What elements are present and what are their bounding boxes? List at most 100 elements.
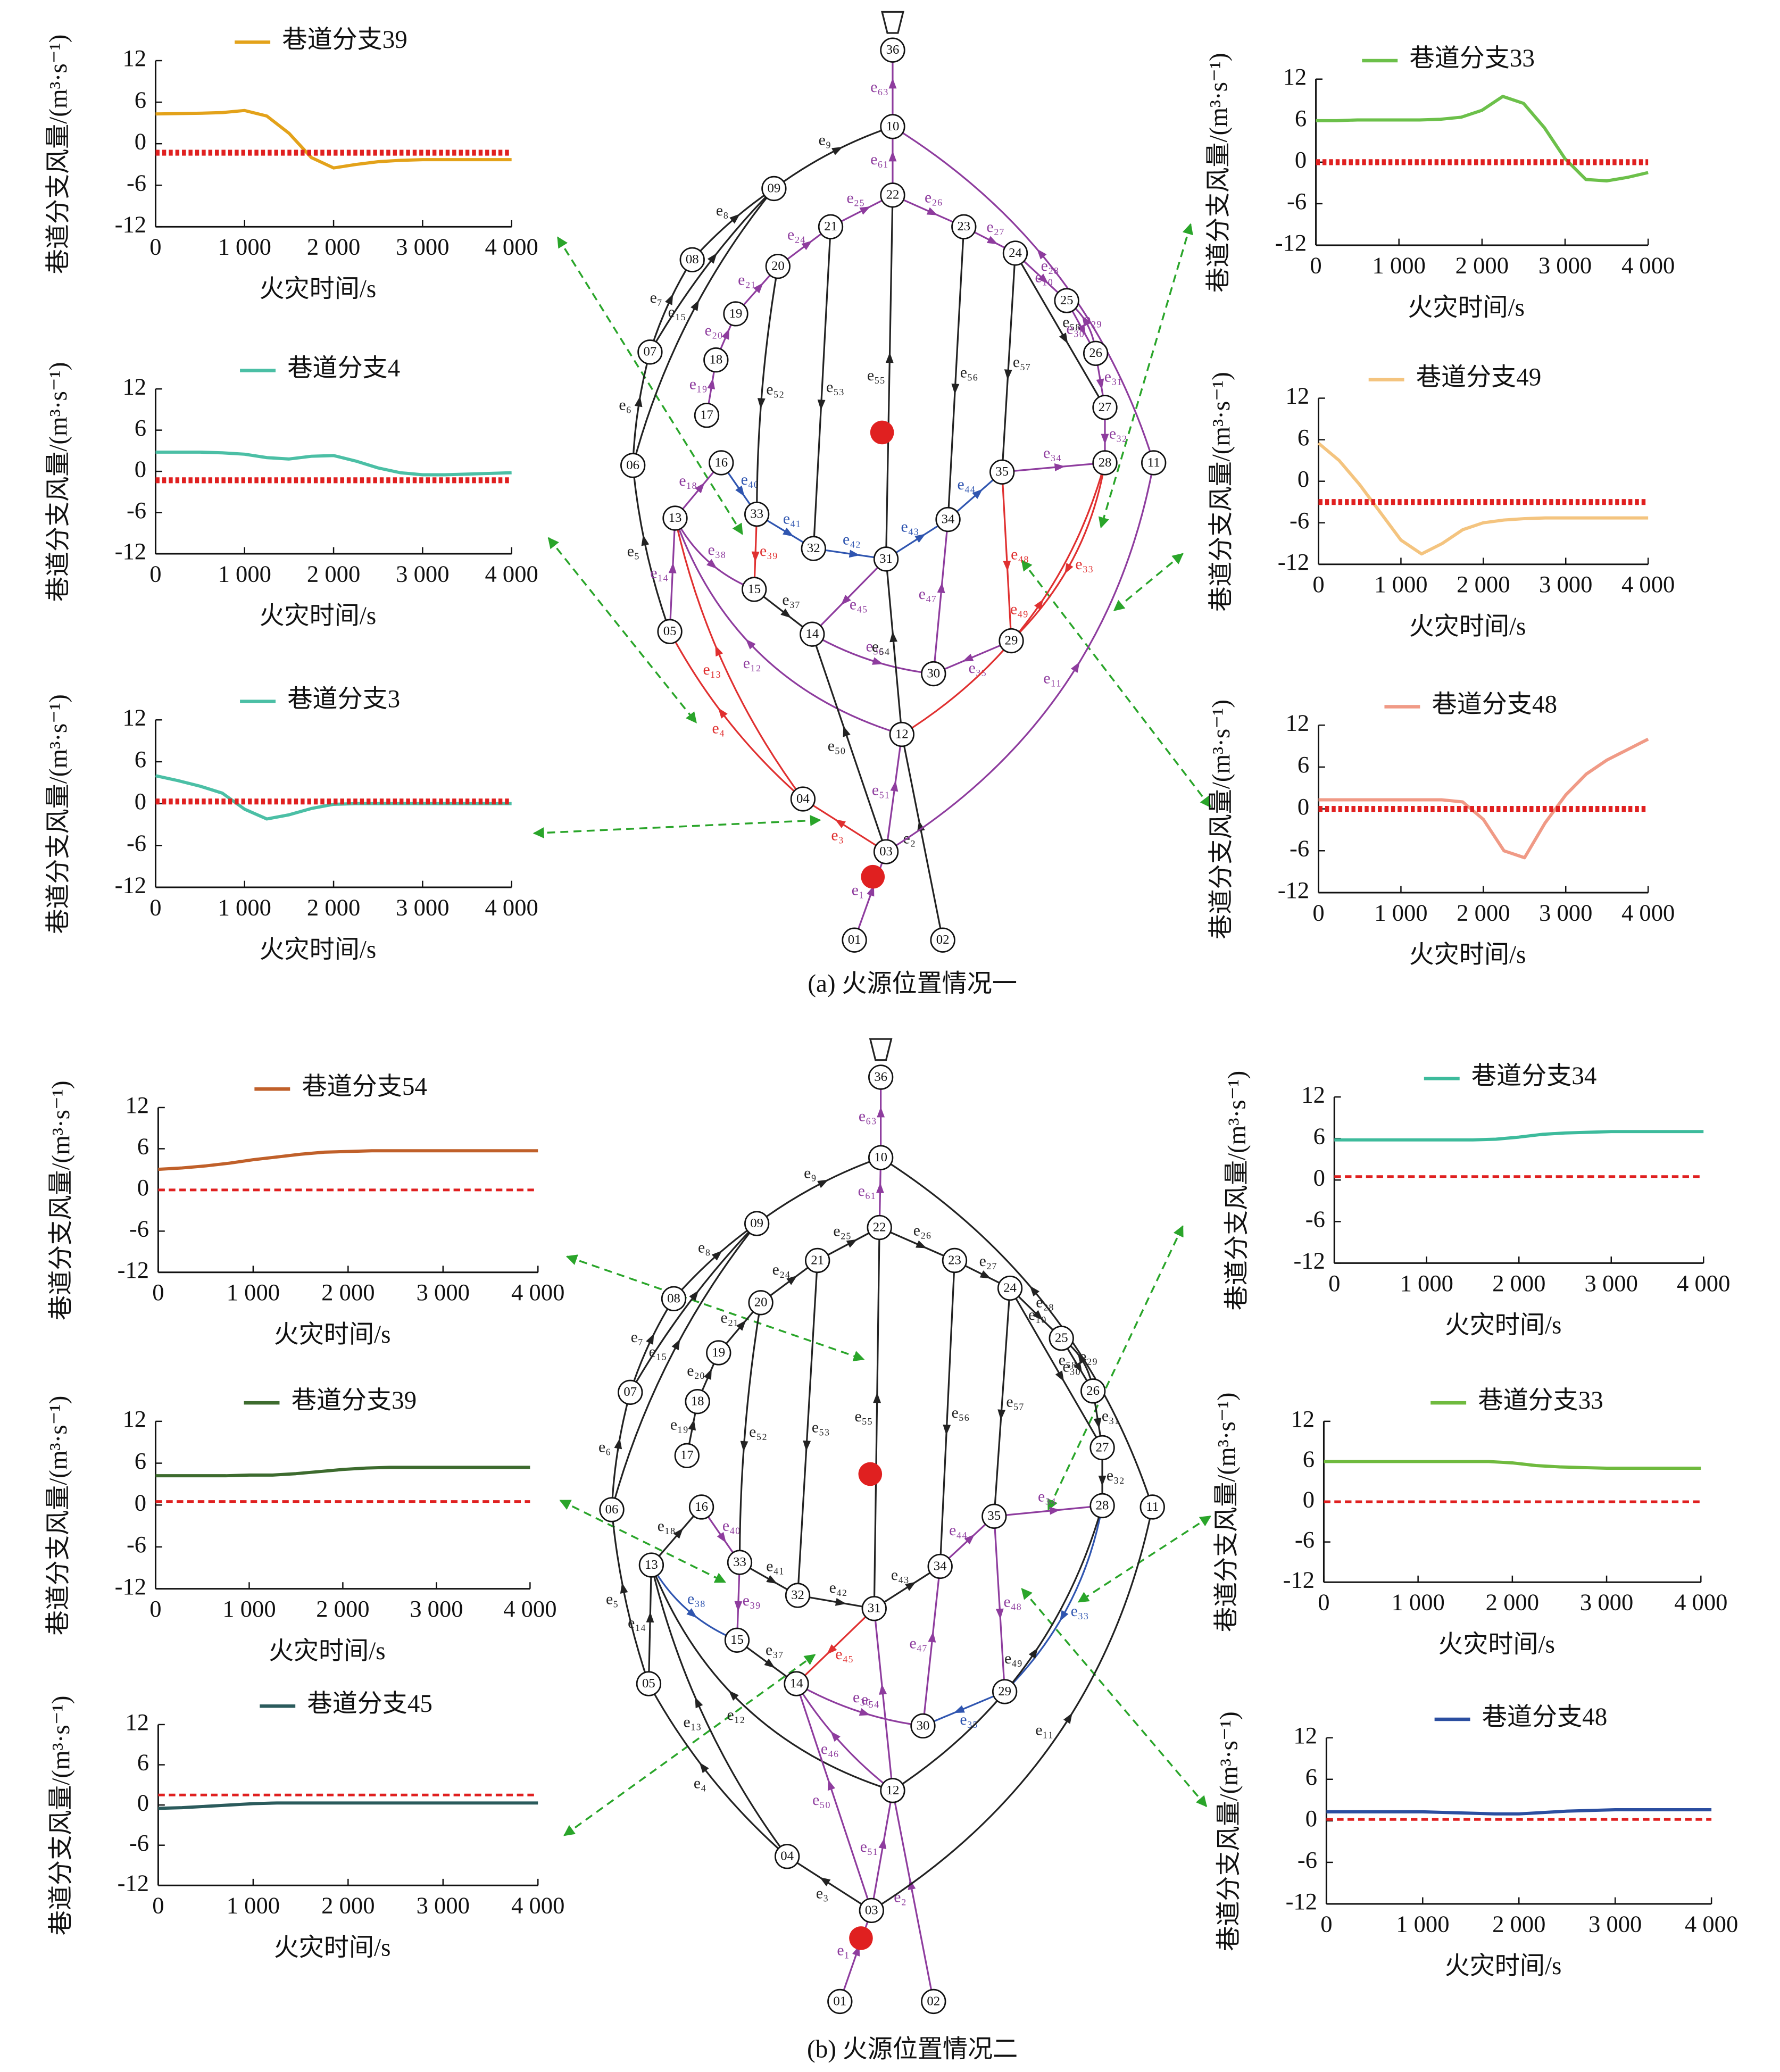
y-tick-label: -12 bbox=[1286, 1888, 1317, 1915]
edge-label: e₄₀ bbox=[722, 1517, 741, 1535]
node bbox=[997, 1275, 1023, 1301]
x-axis-title: 火灾时间/s bbox=[1445, 1312, 1562, 1339]
node-label: 09 bbox=[750, 1216, 763, 1230]
edge-arrow bbox=[1036, 248, 1047, 260]
edge-arrow bbox=[668, 562, 677, 573]
y-tick-label: 6 bbox=[1313, 1122, 1325, 1149]
x-axis-title: 火灾时间/s bbox=[1445, 1952, 1562, 1980]
node bbox=[742, 577, 767, 602]
edge-label: e₂₆ bbox=[925, 189, 943, 206]
y-tick-label: -6 bbox=[129, 1216, 149, 1242]
edge-label: e₅₀ bbox=[828, 737, 846, 754]
edge bbox=[611, 1392, 631, 1510]
x-tick-label: 0 bbox=[1328, 1270, 1340, 1296]
edge-arrow bbox=[764, 1658, 775, 1668]
y-tick-label: -12 bbox=[1275, 229, 1307, 256]
node bbox=[951, 214, 977, 239]
edge-arrow bbox=[736, 1320, 746, 1331]
connector-arrow bbox=[563, 1654, 816, 1836]
edge-label: e₂₀ bbox=[687, 1362, 705, 1379]
y-tick-label: 12 bbox=[1283, 63, 1307, 90]
node bbox=[761, 176, 787, 202]
node-label: 28 bbox=[1096, 1498, 1109, 1512]
node bbox=[790, 786, 816, 812]
edge-arrow bbox=[914, 534, 926, 543]
edge-arrow bbox=[826, 1644, 837, 1655]
edge-arrow bbox=[704, 1368, 712, 1380]
edge-arrow bbox=[817, 1179, 829, 1188]
edge-arrow bbox=[673, 1528, 684, 1539]
edge-arrow bbox=[951, 384, 960, 395]
series-line bbox=[155, 450, 512, 477]
node bbox=[880, 1778, 905, 1803]
edge-label: e₂₄ bbox=[787, 226, 805, 243]
node bbox=[842, 927, 867, 953]
node-label: 03 bbox=[879, 844, 893, 859]
edge bbox=[1010, 462, 1106, 642]
x-tick-label: 4 000 bbox=[1621, 899, 1675, 926]
edge-arrow bbox=[1028, 1647, 1038, 1659]
node bbox=[661, 1286, 687, 1312]
node bbox=[1080, 1378, 1106, 1404]
y-tick-label: -6 bbox=[1297, 1846, 1317, 1873]
edge-arrow bbox=[928, 1632, 936, 1643]
x-axis-title: 火灾时间/s bbox=[1409, 613, 1526, 640]
fan-b bbox=[869, 1038, 893, 1061]
edge-label: e₄₈ bbox=[1011, 545, 1029, 563]
edge-label: e₃₁ bbox=[1102, 1407, 1120, 1425]
node-label: 15 bbox=[730, 1633, 744, 1647]
edge-label: e₅₄ bbox=[872, 638, 890, 655]
edge bbox=[773, 126, 893, 189]
edge-arrow bbox=[695, 1697, 703, 1709]
edge-arrow bbox=[1070, 662, 1080, 673]
edge-label: e₅₃ bbox=[826, 378, 844, 396]
edge-label: e₁ bbox=[852, 881, 864, 899]
edge bbox=[873, 1608, 894, 1791]
node bbox=[636, 1671, 662, 1696]
x-tick-label: 1 000 bbox=[218, 894, 271, 920]
node-label: 21 bbox=[811, 1253, 824, 1267]
node bbox=[801, 536, 826, 561]
node bbox=[1141, 450, 1167, 476]
y-tick-label: -6 bbox=[127, 1531, 146, 1558]
edge-label: e₂₁ bbox=[721, 1309, 739, 1327]
y-tick-label: 12 bbox=[1293, 1722, 1317, 1749]
y-tick-label: -6 bbox=[1290, 835, 1309, 862]
edge-label: e₃₄ bbox=[1038, 1488, 1056, 1505]
edge-label: e₄₉ bbox=[1010, 600, 1028, 618]
node-label: 17 bbox=[680, 1448, 694, 1462]
y-tick-label: -6 bbox=[127, 497, 146, 523]
node-label: 28 bbox=[1099, 455, 1112, 470]
y-axis-title: 巷道分支风量/(m³·s⁻¹) bbox=[47, 1696, 75, 1936]
x-tick-label: 1 000 bbox=[222, 1595, 276, 1622]
y-tick-label: 0 bbox=[135, 1489, 146, 1516]
series-line bbox=[1334, 1130, 1704, 1142]
y-tick-label: 0 bbox=[1297, 465, 1309, 492]
y-tick-label: 12 bbox=[123, 704, 147, 731]
node bbox=[880, 182, 905, 208]
edge-arrow bbox=[1060, 1610, 1069, 1621]
node bbox=[706, 1340, 731, 1366]
x-tick-label: 1 000 bbox=[1373, 252, 1426, 278]
x-axis-title: 火灾时间/s bbox=[269, 1637, 386, 1665]
edge-label: e₃₀ bbox=[1062, 1358, 1080, 1375]
connector-arrow bbox=[559, 1500, 727, 1583]
node-label: 07 bbox=[623, 1385, 637, 1399]
edge-arrow bbox=[937, 582, 945, 594]
edge bbox=[632, 188, 775, 466]
x-tick-label: 4 000 bbox=[485, 234, 538, 260]
edge bbox=[994, 1504, 1103, 1517]
edge bbox=[892, 126, 1155, 463]
x-tick-label: 0 bbox=[152, 1279, 164, 1305]
edge-arrow bbox=[717, 1532, 727, 1543]
x-tick-label: 0 bbox=[1312, 899, 1324, 926]
edge-label: e₁₃ bbox=[703, 661, 721, 678]
node bbox=[1002, 240, 1028, 266]
y-tick-label: -6 bbox=[1290, 507, 1309, 534]
node-label: 16 bbox=[714, 455, 728, 470]
edge-label: e₃₇ bbox=[782, 591, 800, 609]
edge-label: e₅₅ bbox=[867, 367, 885, 384]
fire-source bbox=[849, 1926, 873, 1950]
node-label: 15 bbox=[747, 582, 761, 596]
edge bbox=[811, 634, 887, 852]
